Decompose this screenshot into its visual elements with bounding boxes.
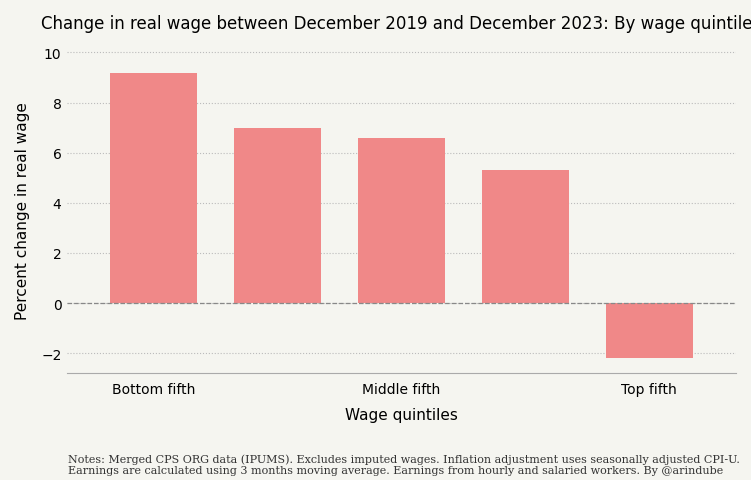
Bar (358, 138, 445, 303)
Text: Notes: Merged CPS ORG data (IPUMS). Excludes imputed wages. Inflation adjustment: Notes: Merged CPS ORG data (IPUMS). Excl… (68, 453, 740, 475)
Bar (482, 171, 569, 303)
Bar (606, 303, 692, 359)
Bar (234, 128, 321, 303)
Bar (110, 73, 197, 303)
Title: Change in real wage between December 2019 and December 2023: By wage quintiles: Change in real wage between December 201… (41, 15, 751, 33)
X-axis label: Wage quintiles: Wage quintiles (345, 407, 458, 422)
Y-axis label: Percent change in real wage: Percent change in real wage (15, 102, 30, 320)
